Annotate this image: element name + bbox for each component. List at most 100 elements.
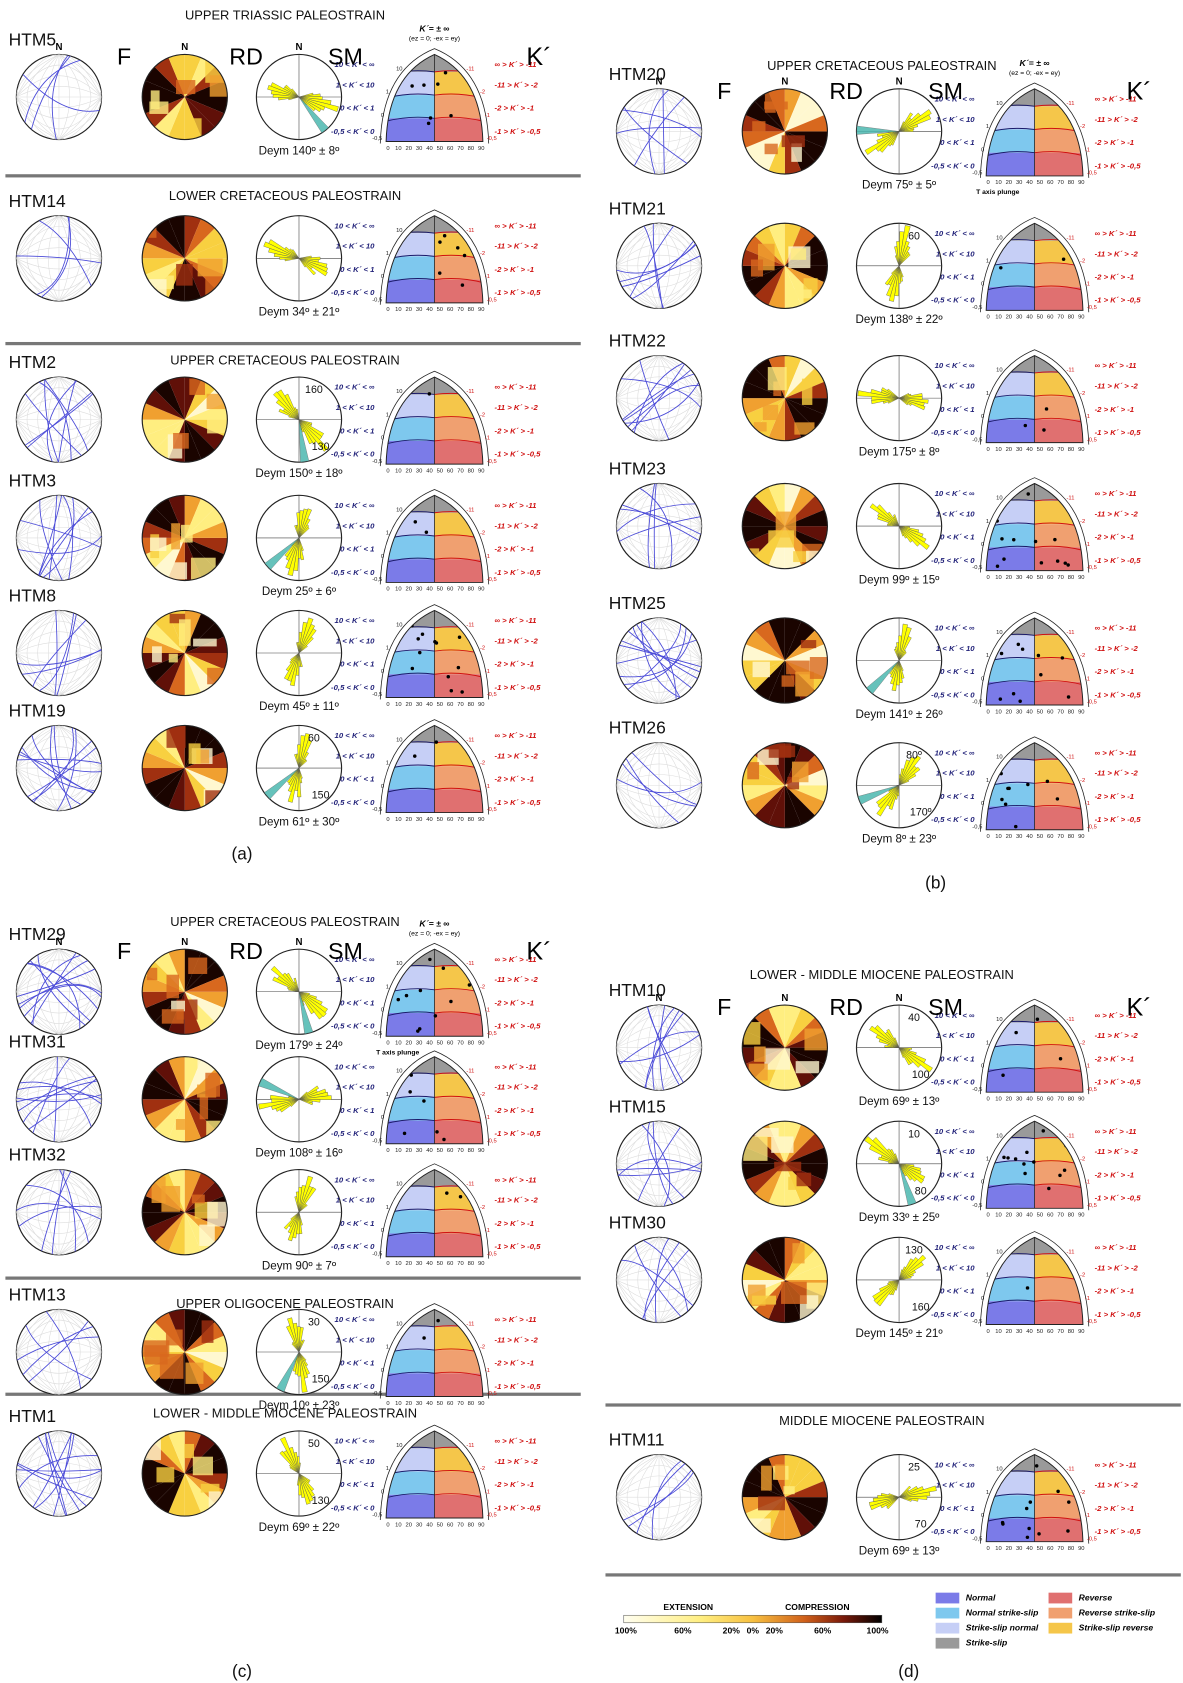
- k-right-tick: -2: [480, 412, 485, 418]
- stereonet-grid: [616, 1496, 702, 1519]
- k-x-tick: 60: [1047, 834, 1053, 840]
- rd-cell: [142, 1340, 170, 1357]
- rd-sector: [784, 526, 828, 549]
- rd-sector: [762, 1005, 785, 1048]
- k-x-tick: 20: [1006, 180, 1012, 186]
- k-right-tick: -2: [480, 1092, 485, 1098]
- column-head: SM: [328, 938, 363, 964]
- k-band: [434, 1430, 483, 1449]
- station-name: HTM19: [9, 701, 66, 721]
- k-boundary: [986, 1516, 1035, 1525]
- k-x-tick: 0: [386, 468, 389, 474]
- k-boundary: [434, 1231, 483, 1240]
- k-band: [386, 610, 435, 628]
- k-x-tick: 40: [1026, 447, 1032, 453]
- k-x-tick: 70: [1057, 1213, 1063, 1219]
- k-point: [1024, 1506, 1029, 1511]
- k-boundary: [986, 1299, 1035, 1308]
- k-band: [986, 806, 1035, 830]
- k-point: [1066, 695, 1071, 699]
- k-left-label: 10 < K´ < ∞: [335, 955, 375, 964]
- fault-plane: [621, 1259, 694, 1307]
- k-left-label: 1 < K´ < 10: [336, 636, 375, 645]
- k-right-label: ∞ > K´ > -11: [494, 1437, 536, 1446]
- k-point: [445, 1191, 449, 1195]
- deym: Deym 141º ± 26º: [855, 708, 943, 721]
- rose-label: 70: [915, 1519, 927, 1531]
- k-x-tick: 0: [986, 709, 989, 715]
- stereonet-grid: [58, 949, 70, 1035]
- k-band: [434, 1056, 483, 1075]
- k-boundary: [434, 1118, 483, 1127]
- k-point: [422, 83, 426, 87]
- rd-sector: [184, 768, 228, 791]
- k-right-tick: -2: [480, 761, 485, 767]
- k-wedge: [386, 725, 483, 813]
- rose-petal: [295, 408, 300, 420]
- k-point: [434, 740, 439, 744]
- stereonet-grid: [58, 1309, 102, 1395]
- k-point: [433, 639, 437, 644]
- k-point: [436, 1318, 440, 1323]
- stereonet-grid: [58, 54, 81, 140]
- k-band: [1034, 1005, 1083, 1023]
- fault-plane: [623, 1471, 694, 1521]
- k-left-label: 0 < K´ < 1: [940, 667, 974, 676]
- legend-compression: COMPRESSION: [785, 1602, 849, 1612]
- rd-cell: [743, 1136, 768, 1161]
- rd-plot: [742, 1454, 828, 1540]
- k-point: [458, 1195, 463, 1199]
- rd-sector: [784, 1141, 828, 1164]
- k-x-tick: 20: [406, 1041, 412, 1047]
- rd-sector: [142, 258, 185, 281]
- k-right-tick: -0,5: [1087, 1536, 1097, 1542]
- rd-plot: [742, 355, 828, 441]
- stereonet-grid: [616, 1496, 702, 1509]
- rose-petal: [898, 1496, 912, 1502]
- k-outline: [985, 354, 1084, 444]
- k-left-tick: 1: [386, 1466, 389, 1472]
- k-x-tick: 10: [395, 587, 401, 593]
- k-left-tick: 10: [996, 1133, 1002, 1139]
- rd-sector: [184, 1329, 228, 1352]
- deym: Deym 140º ± 8º: [259, 144, 340, 157]
- k-right-tick: -1: [485, 113, 490, 119]
- k-left-label: 0 < K´ < 1: [340, 998, 374, 1007]
- k-x-tick: 10: [995, 447, 1001, 453]
- k-x-tick: 0: [986, 1329, 989, 1335]
- k-x-tick: 80: [468, 307, 474, 313]
- k-right-label: ∞ > K´ > -11: [1095, 1243, 1137, 1252]
- rd-sector: [742, 398, 785, 421]
- k-band: [986, 1005, 1035, 1023]
- k-left-label: 10 < K´ < ∞: [935, 1243, 975, 1252]
- k-boundary: [986, 1276, 1035, 1285]
- rd-sector: [162, 215, 185, 259]
- legend-scale-label: 0%: [747, 1626, 760, 1636]
- separator: [5, 1276, 581, 1280]
- rd-cell: [173, 433, 189, 449]
- k-x-tick: 50: [1037, 447, 1043, 453]
- rd-sector: [142, 1099, 185, 1122]
- k-left-label: -0,5 < K´ < 0: [331, 798, 375, 807]
- rd-sector: [184, 1169, 208, 1213]
- k-band: [986, 658, 1035, 682]
- rose-label: 170º: [910, 807, 932, 819]
- k-left-label: 1 < K´ < 10: [336, 751, 375, 760]
- k-left-tick: -0,5: [972, 171, 982, 177]
- rd-sector: [762, 1163, 785, 1207]
- rd-sector: [762, 617, 785, 661]
- rose-petal: [298, 645, 308, 654]
- stereonet-grid: [58, 495, 81, 581]
- stereonet-grid: [58, 215, 81, 301]
- station-name: HTM21: [609, 198, 666, 218]
- stereonet-grid: [58, 495, 92, 581]
- k-header-sub: (ez = 0; -ex = ey): [1009, 70, 1060, 77]
- deym: Deym 8º ± 23º: [862, 833, 937, 846]
- fault-plane: [652, 1121, 674, 1205]
- k-right-tick: -1: [485, 784, 490, 790]
- column-head: K´: [526, 938, 551, 966]
